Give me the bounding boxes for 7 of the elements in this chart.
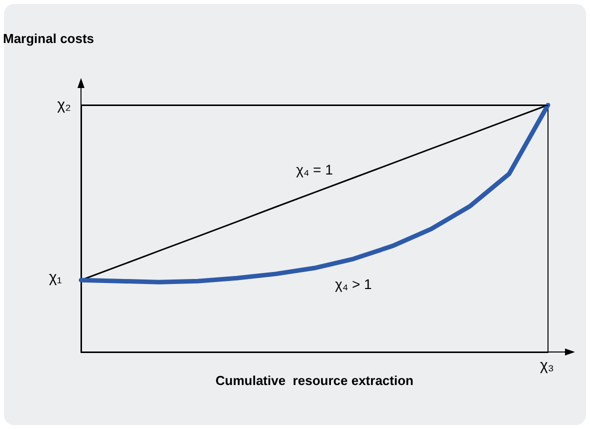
x-axis-title: Cumulative resource extraction bbox=[216, 373, 414, 388]
text: χ₃ bbox=[540, 357, 554, 374]
series-label: χ₄ = 1 bbox=[296, 161, 334, 178]
text: χ₁ bbox=[49, 269, 62, 286]
ref-line-label: χ₂ bbox=[57, 96, 72, 114]
y-axis-title: Marginal costs bbox=[3, 31, 94, 46]
series-label: χ₄ > 1 bbox=[335, 276, 372, 292]
